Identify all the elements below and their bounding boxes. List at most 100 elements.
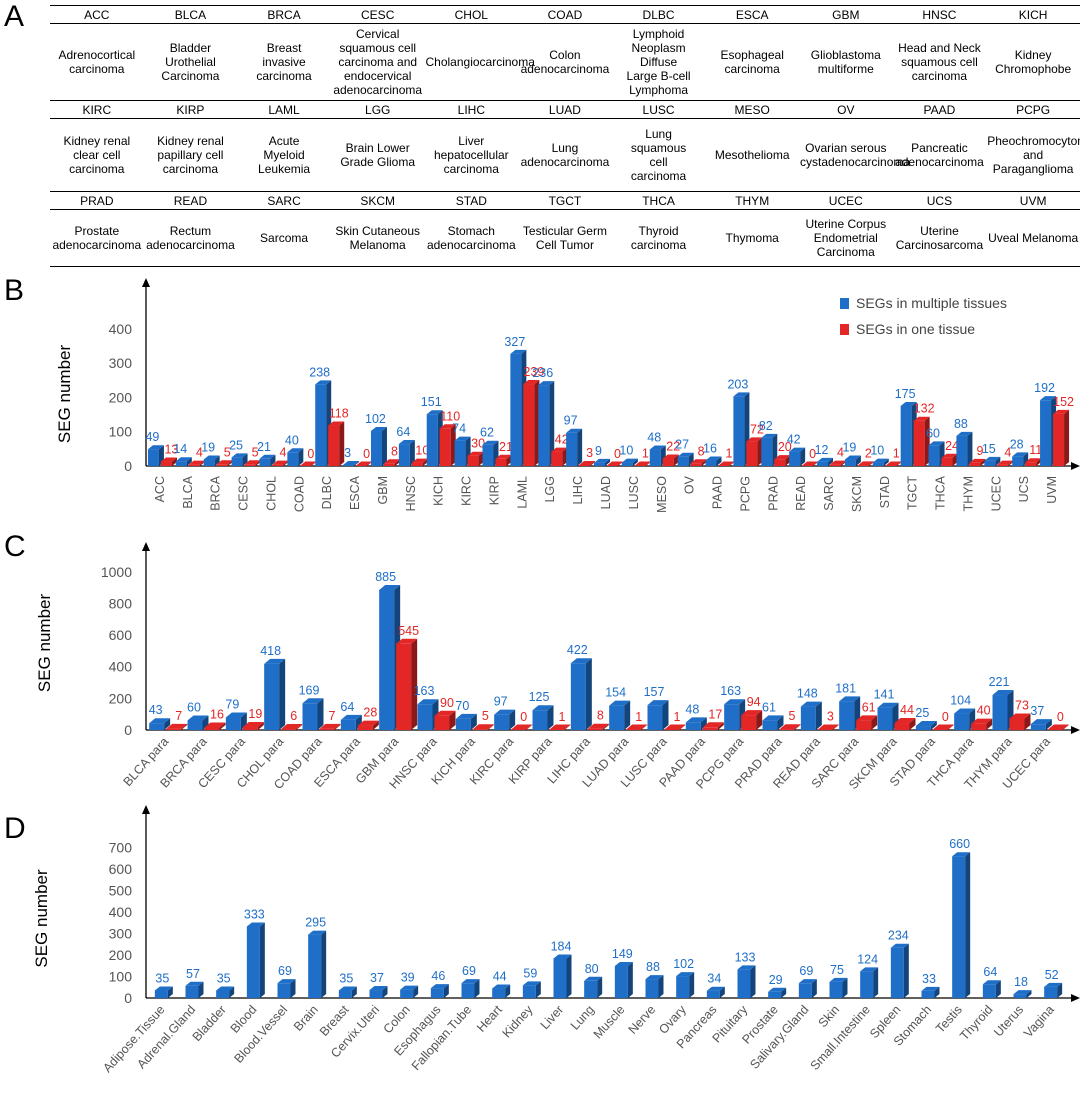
bar-one-side — [534, 380, 540, 466]
bar-multiple-top — [264, 658, 286, 664]
bar-multiple-front — [287, 452, 299, 466]
bar-one-top — [607, 461, 623, 466]
bar-multiple-top — [789, 447, 806, 452]
bar-multiple-side — [321, 930, 327, 998]
bar-one-front — [1047, 729, 1063, 730]
data-label: 74 — [452, 422, 466, 436]
data-label: 20 — [778, 440, 792, 454]
bar-multiple-top — [647, 700, 669, 706]
x-axis-arrow — [1071, 994, 1080, 1002]
y-tick-label: 0 — [124, 722, 132, 738]
data-label: 169 — [299, 683, 320, 697]
bar-one — [817, 724, 839, 730]
bar-one — [885, 461, 902, 466]
bar-multiple-side — [689, 972, 695, 998]
bar-multiple-top — [340, 714, 362, 720]
bar-multiple — [984, 456, 1001, 466]
bar-multiple-front — [928, 445, 940, 466]
bar-multiple-front — [538, 385, 550, 466]
bar-one — [166, 723, 188, 730]
data-label: 125 — [529, 690, 550, 704]
y-tick-label: 0 — [124, 458, 132, 474]
bar-multiple — [225, 712, 247, 730]
bar-multiple — [455, 713, 477, 730]
bar-one — [932, 724, 954, 730]
x-tick-label: UCEC — [989, 476, 1003, 511]
bar-one-front — [357, 725, 373, 730]
bar-multiple-side — [474, 979, 480, 998]
data-label: 9 — [595, 444, 602, 458]
bar-one-front — [587, 728, 603, 730]
data-label: 148 — [797, 687, 818, 701]
bar-multiple-top — [800, 701, 822, 707]
bar-one-front — [941, 457, 953, 466]
y-axis-label: SEG number — [32, 869, 51, 968]
data-label: 1 — [726, 447, 733, 461]
bar-multiple-front — [426, 414, 438, 466]
bar-one-top — [932, 724, 954, 730]
bar-one — [188, 460, 205, 466]
bar-multiple-side — [186, 457, 192, 466]
bar-multiple-front — [315, 384, 327, 466]
bar-one-side — [487, 724, 494, 730]
bar-one-front — [511, 729, 527, 730]
bar-multiple-top — [430, 984, 449, 989]
x-tick-label: GBM — [376, 476, 390, 504]
table-fullname-cell: Rectum adenocarcinoma — [143, 209, 238, 267]
bar-one-side — [199, 460, 205, 466]
bar-one — [856, 715, 878, 730]
bar-multiple — [956, 431, 973, 466]
bar-multiple-side — [995, 456, 1001, 466]
y-tick-label: 500 — [109, 883, 133, 899]
data-label: 12 — [815, 443, 829, 457]
bar-one-top — [746, 437, 763, 442]
bar-one-side — [1036, 458, 1042, 466]
bar-one — [587, 723, 609, 730]
data-label: 46 — [431, 969, 445, 983]
bar-one-front — [817, 729, 833, 730]
table-fullname-cell: Adrenocortical carcinoma — [58, 48, 136, 76]
bar-one-top — [579, 460, 596, 465]
table-abbr-cell: UCS — [892, 191, 987, 210]
bar-multiple — [594, 458, 610, 466]
bar-multiple-top — [566, 428, 583, 433]
bar-one-front — [272, 464, 284, 466]
bar-multiple-front — [430, 988, 444, 998]
panel-label-a: A — [4, 0, 25, 33]
bar-multiple-top — [522, 981, 541, 986]
x-tick-label: Vagina — [1021, 1003, 1057, 1041]
data-label: 59 — [523, 966, 537, 980]
bar-multiple-side — [967, 431, 973, 466]
bar-multiple-side — [995, 980, 1001, 998]
y-axis-arrow — [142, 542, 150, 551]
data-label: 42 — [787, 433, 801, 447]
bar-multiple — [522, 981, 541, 998]
data-label: 44 — [493, 970, 507, 984]
bar-multiple-front — [370, 431, 382, 466]
bar-one-front — [160, 461, 172, 466]
x-tick-label: ACC — [153, 476, 167, 502]
bar-one-side — [296, 724, 303, 730]
data-label: 1 — [893, 447, 900, 461]
bar-one-side — [841, 460, 847, 466]
data-label: 0 — [942, 710, 949, 724]
bar-multiple — [461, 979, 480, 998]
bar-multiple-side — [381, 427, 387, 466]
data-label: 3 — [344, 446, 351, 460]
x-tick-label: THYM — [961, 476, 975, 511]
bar-multiple-top — [594, 458, 610, 463]
bar-one-top — [1025, 458, 1042, 463]
bar-one-front — [549, 729, 565, 730]
table-fullname-row: Kidney renal clear cell carcinoma Kidney re… — [50, 119, 1080, 192]
data-label: 64 — [983, 965, 997, 979]
bar-one-front — [319, 728, 335, 730]
bar-multiple — [685, 717, 707, 730]
bar-multiple-front — [649, 449, 661, 466]
bar-multiple-side — [290, 979, 296, 998]
bar-multiple-front — [984, 460, 996, 466]
bar-one-side — [952, 453, 958, 466]
bar-multiple-top — [287, 448, 304, 453]
bar-multiple — [494, 709, 516, 730]
data-label: 2 — [865, 446, 872, 460]
bar-multiple-front — [231, 457, 243, 466]
